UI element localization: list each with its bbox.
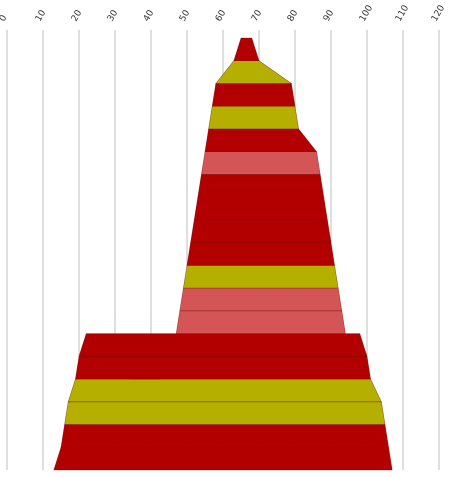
stack-band-18 xyxy=(233,37,260,62)
stack-band-7 xyxy=(179,287,343,312)
stack-band-8 xyxy=(183,265,339,289)
stack-band-9 xyxy=(186,242,335,266)
stack-band-10 xyxy=(190,219,332,243)
stack-band-15 xyxy=(208,105,299,130)
stack-band-4 xyxy=(75,355,371,380)
x-tick-label: 60 xyxy=(214,8,229,23)
x-tick-label: 120 xyxy=(430,3,447,23)
x-tick-label: 110 xyxy=(394,3,411,23)
stack-band-11 xyxy=(193,196,328,221)
stacked-bands xyxy=(53,37,393,471)
x-tick-label: 0 xyxy=(0,13,10,23)
stack-band-2 xyxy=(64,401,386,425)
stack-band-17 xyxy=(215,60,293,84)
x-tick-label: 40 xyxy=(142,8,157,23)
stack-band-12 xyxy=(197,174,325,198)
x-tick-label: 90 xyxy=(322,8,337,23)
stack-band-5 xyxy=(78,333,368,357)
stack-band-3 xyxy=(67,378,382,403)
x-tick-label: 10 xyxy=(34,8,49,23)
stack-band-16 xyxy=(211,83,296,107)
x-tick-label: 20 xyxy=(70,8,85,23)
x-tick-label: 50 xyxy=(178,8,193,23)
stack-band-0 xyxy=(53,446,393,471)
x-tick-labels: 0 10 20 30 40 50 60 70 80 90 100 110 120 xyxy=(0,3,447,23)
stack-band-6 xyxy=(175,310,346,334)
x-tick-label: 80 xyxy=(286,8,301,23)
stack-band-13 xyxy=(201,151,321,175)
x-tick-label: 30 xyxy=(106,8,121,23)
stack-band-1 xyxy=(60,424,389,448)
x-tick-label: 100 xyxy=(358,3,375,23)
stack-band-14 xyxy=(204,128,318,152)
x-tick-label: 70 xyxy=(250,8,265,23)
